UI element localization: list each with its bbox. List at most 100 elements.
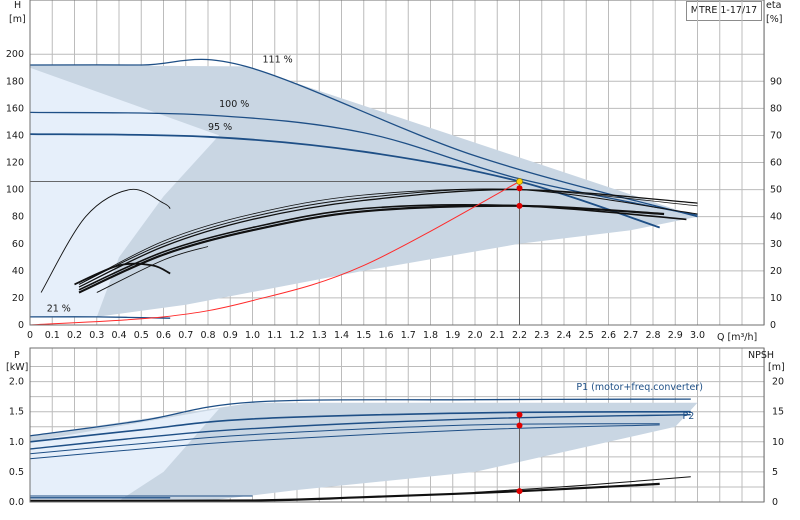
- x-tick-label: 0.2: [67, 330, 82, 341]
- y-tick-label-head: 60: [12, 239, 24, 250]
- y2-axis-label-eta: eta: [766, 0, 781, 11]
- speed-label: 21 %: [47, 303, 71, 314]
- efficiency-curve: [78, 204, 665, 294]
- head-operating-area: [30, 65, 698, 317]
- y-tick-label-head: 140: [6, 130, 24, 141]
- x-tick-label: 1.7: [401, 330, 416, 341]
- x-tick-label: 1.3: [312, 330, 327, 341]
- system-curve: [29, 181, 520, 326]
- head-curve: [29, 58, 698, 218]
- y-tick-label-head: 20: [12, 293, 24, 304]
- y-tick-label-power: 1.5: [9, 407, 24, 418]
- y-tick-label-head: 180: [6, 76, 24, 87]
- y2-tick-label-npsh: 0: [772, 497, 778, 508]
- x-tick-label: 3.0: [690, 330, 705, 341]
- x-tick-label: 0.8: [200, 330, 215, 341]
- y-axis-label-head: H: [14, 0, 21, 11]
- y2-tick-label-eta: 70: [770, 130, 782, 141]
- head-panel-frame: [29, 0, 765, 326]
- efficiency-curve: [74, 262, 171, 286]
- power-operating-area: [30, 402, 698, 501]
- y-tick-label-head: 100: [6, 185, 24, 196]
- head-panel-axes: 0 20 40 60 80 100 120 140 160 180 200 0 10 20 30 40 50 60…: [6, 0, 782, 341]
- x-tick-label: 2.4: [556, 330, 571, 341]
- efficiency-curve: [78, 188, 698, 285]
- power-curve: [29, 424, 660, 460]
- y-axis-unit-power: [kW]: [6, 362, 28, 373]
- series-label: P2: [682, 411, 694, 422]
- power-area-inner: [30, 408, 220, 501]
- power-panel-axes: 0.0 0.5 1.0 1.5 2.0 0 5 10 15 20: [9, 347, 784, 508]
- x-tick-label: 0.6: [156, 330, 171, 341]
- y2-axis-label-npsh: NPSH: [748, 350, 774, 361]
- x-tick-label: 0.7: [178, 330, 193, 341]
- duty-point-marker: [516, 422, 523, 429]
- y-tick-label-head: 120: [6, 158, 24, 169]
- speed-label: 95 %: [208, 122, 232, 133]
- y-tick-label-power: 2.0: [9, 377, 24, 388]
- power-curve: [29, 398, 691, 437]
- operating-area-inner: [30, 67, 220, 317]
- y2-axis-unit-eta: [%]: [766, 14, 782, 25]
- x-tick-label: 2.9: [668, 330, 683, 341]
- y-tick-label-head: 0: [18, 320, 24, 331]
- x-tick-label: 2.0: [467, 330, 482, 341]
- y-tick-label-power: 0.5: [9, 467, 24, 478]
- y-tick-label-power: 1.0: [9, 437, 24, 448]
- x-tick-label: 2.1: [490, 330, 505, 341]
- x-tick-label: 2.8: [645, 330, 660, 341]
- y-tick-label-head: 200: [6, 49, 24, 60]
- y2-tick-label-npsh: 20: [772, 377, 784, 388]
- power-panel-frame: [29, 347, 765, 503]
- x-tick-label: 2.3: [534, 330, 549, 341]
- duty-point-marker: [516, 411, 523, 418]
- y2-tick-label-eta: 90: [770, 76, 782, 87]
- x-axis-label-flow: Q [m³/h]: [717, 332, 757, 343]
- y-tick-label-power: 0.0: [9, 497, 24, 508]
- duty-point-marker: [516, 488, 523, 495]
- y2-tick-label-eta: 60: [770, 158, 782, 169]
- x-tick-label: 1.5: [356, 330, 371, 341]
- x-tick-label: 1.2: [289, 330, 304, 341]
- x-tick-label: 2.5: [579, 330, 594, 341]
- x-tick-label: 0.9: [223, 330, 238, 341]
- efficiency-curve: [78, 204, 687, 291]
- series-label: P1 (motor+freq.converter): [576, 382, 703, 393]
- x-tick-label: 2.6: [601, 330, 616, 341]
- x-tick-label: 1.8: [423, 330, 438, 341]
- y-tick-label-head: 80: [12, 212, 24, 223]
- speed-label: 111 %: [263, 54, 293, 65]
- x-tick-label: 1.0: [245, 330, 260, 341]
- x-tick-label: 0.3: [89, 330, 104, 341]
- duty-point-marker: [516, 202, 523, 209]
- x-tick-label: 1.9: [445, 330, 460, 341]
- x-tick-label: 1.4: [334, 330, 349, 341]
- npsh-curve: [474, 476, 691, 493]
- efficiency-curve: [78, 188, 698, 285]
- y-axis-unit-head: [m]: [9, 14, 26, 25]
- power-curve: [29, 414, 691, 450]
- y-axis-label-power: P: [14, 350, 20, 361]
- y2-tick-label-eta: 10: [770, 293, 782, 304]
- y2-tick-label-eta: 0: [770, 320, 776, 331]
- efficiency-curve: [78, 188, 698, 288]
- y-tick-label-head: 160: [6, 103, 24, 114]
- y2-tick-label-eta: 30: [770, 239, 782, 250]
- x-tick-label: 0: [27, 330, 33, 341]
- y2-axis-unit-npsh: [m]: [768, 362, 785, 373]
- x-tick-label: 0.5: [134, 330, 149, 341]
- y2-tick-label-eta: 80: [770, 103, 782, 114]
- x-tick-label: 1.6: [378, 330, 393, 341]
- y2-tick-label-eta: 20: [770, 266, 782, 277]
- y2-tick-label-npsh: 15: [772, 407, 784, 418]
- y2-tick-label-npsh: 10: [772, 437, 784, 448]
- efficiency-curve: [40, 188, 171, 293]
- power-curve: [29, 423, 660, 455]
- y2-tick-label-npsh: 5: [772, 467, 778, 478]
- x-tick-label: 0.1: [45, 330, 60, 341]
- x-tick-label: 2.2: [512, 330, 527, 341]
- y2-tick-label-eta: 40: [770, 212, 782, 223]
- power-curve: [29, 410, 691, 443]
- x-tick-label: 0.4: [111, 330, 126, 341]
